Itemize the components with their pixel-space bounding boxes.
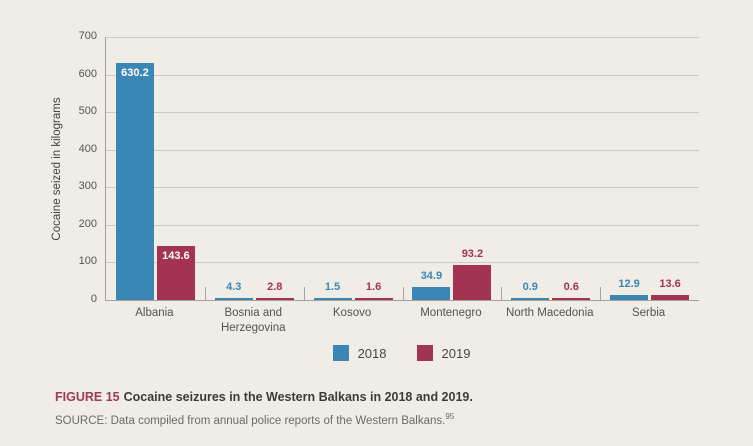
- plot-area: 630.2 4.3 1.5 34.9 0.9 12.9 143.6 2.8 1.6 93.2 0.6…: [105, 37, 699, 301]
- legend-label-2018: 2018: [357, 345, 387, 361]
- y-axis-tick-label: 600: [78, 67, 97, 80]
- bar-2018-north-macedonia: [511, 298, 550, 300]
- x-axis-tick: [303, 287, 305, 300]
- y-axis-tick-labels: 0 100 200 300 400 500 600 700: [0, 30, 97, 305]
- source-text: SOURCE: Data compiled from annual police…: [55, 414, 446, 427]
- y-axis-tick-label: 700: [78, 30, 97, 42]
- gridline: [106, 74, 699, 76]
- bar-value-label: 1.5: [324, 281, 341, 293]
- bar-2019-north-macedonia: [552, 298, 591, 300]
- legend-swatch-2019: [416, 345, 433, 361]
- y-axis-tick-label: 400: [78, 142, 97, 155]
- bar-value-label: 4.3: [226, 281, 242, 293]
- y-axis-tick-label: 0: [90, 293, 97, 305]
- x-axis-tick: [600, 287, 602, 300]
- bar-2019-kosovo: [354, 298, 393, 300]
- bar-2018-kosovo: [313, 298, 352, 300]
- x-axis-category-labels: Albania Bosnia and Herzegovina Kosovo Monten…: [105, 306, 698, 340]
- category-label-montenegro: Montenegro: [420, 307, 482, 319]
- x-axis-tick: [204, 287, 206, 300]
- x-axis-tick: [402, 287, 404, 300]
- gridline: [106, 149, 699, 151]
- bar-value-label: 143.6: [162, 250, 190, 263]
- category-label-north-macedonia: North Macedonia: [505, 307, 594, 319]
- bar-value-label: 1.6: [365, 281, 382, 293]
- category-label-albania: Albania: [135, 307, 174, 319]
- bar-2018-serbia: [610, 295, 649, 300]
- bar-value-label: 12.9: [618, 278, 640, 291]
- bar-2019-albania: [156, 246, 195, 300]
- legend-swatch-2018: [332, 345, 349, 361]
- y-axis-tick-label: 300: [78, 180, 97, 193]
- bar-2019-serbia: [651, 294, 690, 300]
- legend-item-2019: 2019: [416, 345, 471, 361]
- gridline: [106, 187, 699, 189]
- figure-label: FIGURE 15: [55, 390, 120, 404]
- y-axis-tick-label: 100: [78, 255, 97, 268]
- legend-item-2018: 2018: [332, 345, 387, 361]
- bar-value-label: 0.6: [563, 281, 579, 293]
- bar-value-label: 34.9: [420, 269, 443, 282]
- y-axis-tick-label: 500: [78, 105, 97, 118]
- source-line: SOURCE: Data compiled from annual police…: [55, 412, 705, 427]
- bar-value-label: 13.6: [659, 277, 681, 290]
- x-axis-tick: [501, 287, 503, 300]
- bar-value-label: 0.9: [522, 281, 538, 293]
- bar-2018-bosnia-and-herzegovina: [214, 298, 253, 300]
- gridline: [106, 112, 699, 114]
- figure-caption: FIGURE 15 Cocaine seizures in the Western…: [55, 390, 705, 427]
- bar-2019-bosnia-and-herzegovina: [255, 298, 294, 300]
- bar-value-label: 630.2: [121, 67, 149, 80]
- gridline: [106, 224, 699, 226]
- legend-label-2019: 2019: [441, 345, 471, 361]
- bar-2018-albania: [115, 63, 154, 300]
- category-label-bosnia-and-herzegovina: Bosnia and Herzegovina: [220, 307, 286, 334]
- gridline: [106, 262, 699, 264]
- bar-2018-montenegro: [412, 286, 451, 300]
- figure-title: Cocaine seizures in the Western Balkans …: [123, 390, 473, 404]
- category-label-serbia: Serbia: [631, 307, 666, 319]
- figure-title-line: FIGURE 15 Cocaine seizures in the Western…: [55, 390, 705, 404]
- source-note-ref: 95: [445, 412, 455, 421]
- bar-value-label: 93.2: [461, 247, 484, 260]
- gridline: [106, 37, 699, 38]
- y-axis-tick-label: 200: [78, 217, 97, 230]
- category-label-kosovo: Kosovo: [332, 307, 372, 319]
- chart-legend: 2018 2019: [105, 345, 698, 361]
- bar-2019-montenegro: [453, 264, 492, 300]
- bar-value-label: 2.8: [267, 281, 283, 293]
